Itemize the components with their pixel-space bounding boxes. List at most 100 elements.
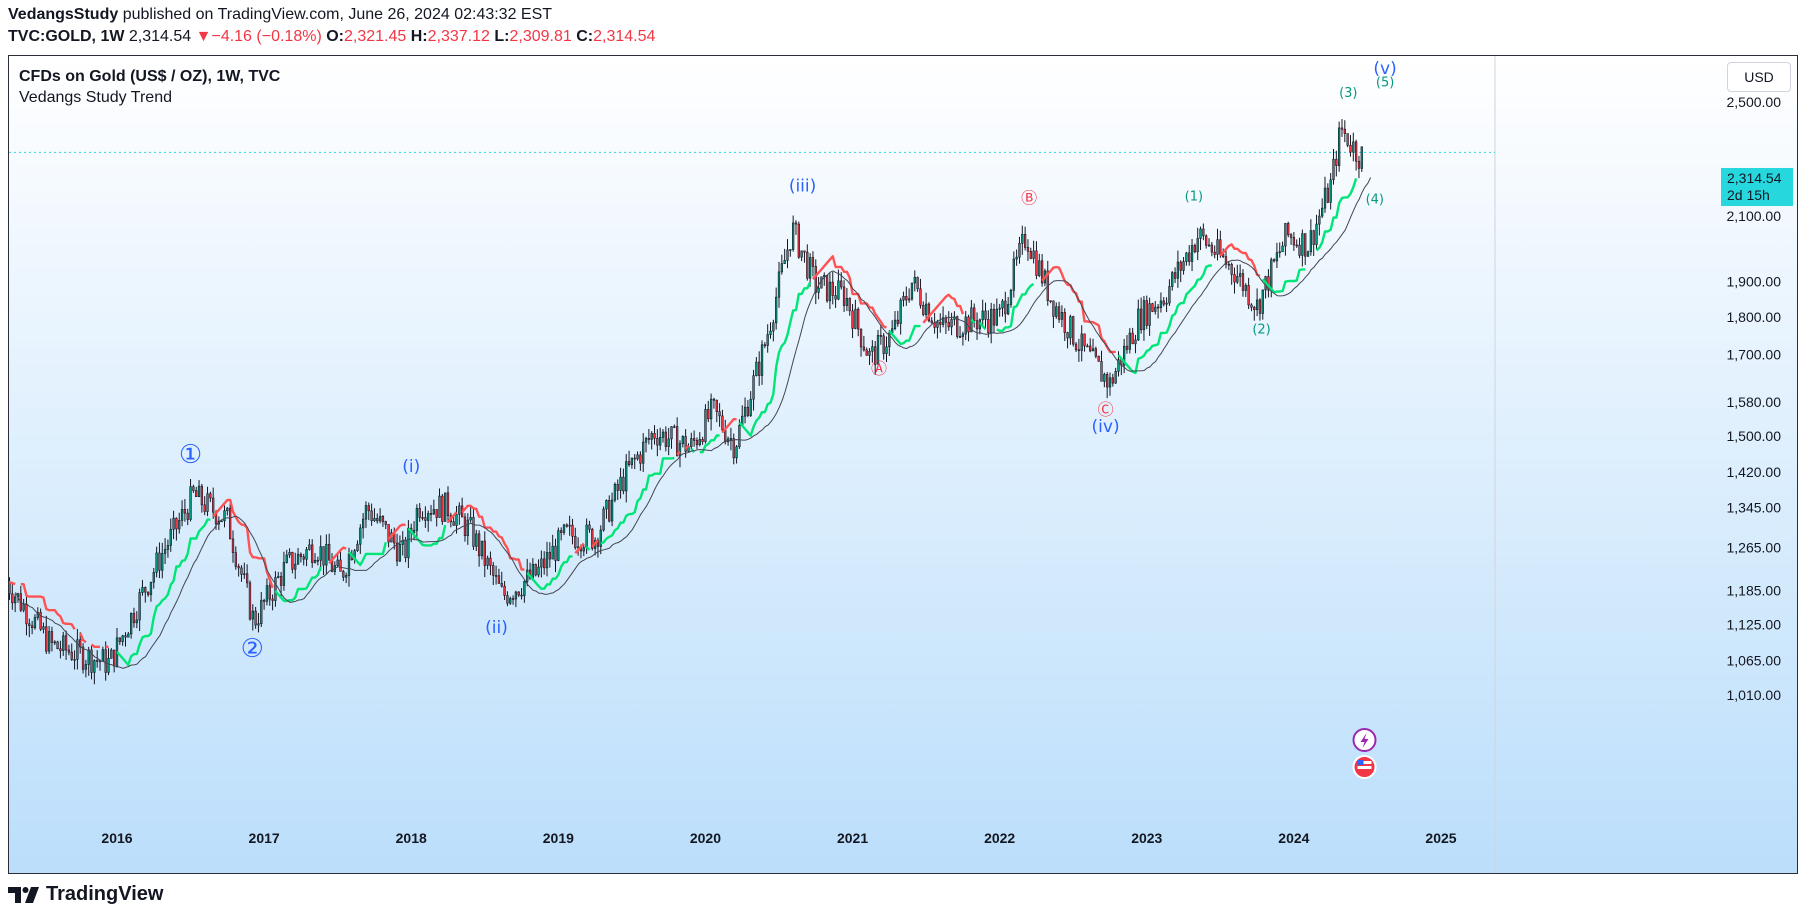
trend-down-line [1041, 265, 1116, 354]
y-tick-label: 1,420.00 [1727, 464, 1782, 480]
candle-body [361, 518, 365, 529]
candle-body [446, 492, 450, 516]
candle-body [831, 281, 834, 296]
candle-body [486, 557, 489, 566]
indicator-name[interactable]: Vedangs Study Trend [19, 89, 172, 106]
candle-body [1040, 260, 1044, 284]
candle-body [200, 485, 204, 506]
last-price-badge: 2,314.54 2d 15h [1721, 168, 1793, 206]
candle-body [33, 617, 37, 629]
candle-body [90, 649, 93, 673]
tradingview-logo[interactable]: TradingView [8, 883, 163, 906]
candle-body [902, 296, 905, 301]
candle-body [316, 559, 320, 562]
price-chart[interactable]: 1,010.00 1,065.00 1,125.00 1,185.00 1,265.00… [9, 56, 1797, 873]
candle-body [503, 585, 506, 596]
candle-body [178, 520, 181, 530]
candle-body [282, 562, 286, 586]
candle-body [732, 438, 735, 459]
candle-body [625, 461, 628, 492]
candle-body [231, 538, 235, 553]
candle-body [509, 598, 512, 604]
candle-body [378, 516, 382, 522]
candle-body [1023, 233, 1027, 248]
candle-body [243, 573, 246, 576]
candle-body [1298, 244, 1301, 256]
candle-body [234, 552, 237, 567]
candle-body [661, 431, 665, 438]
x-tick-label: 2018 [396, 830, 427, 846]
candle-body [1349, 144, 1352, 153]
candle-body [690, 438, 693, 447]
candle-body [582, 547, 585, 552]
y-tick-label: 1,580.00 [1727, 394, 1782, 410]
candle-body [1236, 276, 1239, 283]
candle-body [87, 649, 90, 665]
candle-body [1323, 187, 1327, 209]
candle-body [627, 461, 631, 465]
currency-button[interactable]: USD [1727, 62, 1791, 92]
candle-body [229, 507, 232, 540]
candle-body [308, 544, 311, 550]
chart-title[interactable]: CFDs on Gold (US$ / OZ), 1W, TVC [19, 68, 281, 85]
candle-body [466, 519, 469, 536]
candle-body [995, 308, 998, 326]
candle-body [1021, 233, 1024, 244]
candle-body [1182, 261, 1185, 271]
candle-body [11, 593, 14, 604]
candle-body [152, 572, 155, 583]
candle-body [1179, 261, 1182, 271]
candle-body [296, 553, 300, 565]
candle-body [1156, 306, 1160, 309]
candle-body [161, 553, 164, 571]
close-value: 2,314.54 [593, 28, 656, 45]
candle-body [772, 322, 775, 332]
candle-body [155, 552, 158, 573]
trend-up-line [600, 456, 675, 545]
candle-body [183, 509, 187, 514]
candle-body [1063, 312, 1066, 333]
candle-body [806, 251, 809, 279]
candle-body [195, 490, 198, 497]
candle-body [144, 587, 147, 593]
candle-body [1066, 332, 1069, 339]
candle-body [896, 319, 899, 324]
candle-body [387, 524, 390, 543]
candle-body [882, 335, 885, 354]
candle-body [1137, 308, 1140, 341]
candle-body [800, 250, 803, 258]
y-tick-label: 1,010.00 [1727, 687, 1782, 703]
candle-body [591, 528, 594, 549]
candle-body [1360, 146, 1363, 169]
wave-label: (1) [1185, 190, 1203, 205]
x-tick-label: 2022 [984, 830, 1015, 846]
candle-body [1151, 303, 1154, 312]
candle-body [808, 257, 812, 279]
candle-body [1278, 251, 1281, 254]
candle-body [879, 335, 882, 337]
chart-pane[interactable]: 1,010.00 1,065.00 1,125.00 1,185.00 1,265.00… [8, 55, 1798, 874]
y-tick-label: 1,700.00 [1727, 346, 1782, 362]
candle-body [444, 492, 447, 522]
candle-body [941, 317, 945, 325]
candle-body [240, 567, 243, 575]
candle-body [775, 296, 778, 324]
candle-body [1060, 312, 1064, 320]
candle-body [480, 540, 484, 557]
trend-up-line [1315, 178, 1358, 252]
candle-body [823, 275, 826, 278]
candle-body [828, 281, 832, 302]
candle-body [562, 524, 566, 533]
candle-body [899, 299, 902, 324]
candle-body [817, 287, 820, 293]
candle-body [1338, 127, 1341, 166]
candle-body [220, 520, 223, 523]
candle-body [146, 591, 150, 595]
candle-body [107, 658, 110, 673]
y-tick-label: 1,800.00 [1727, 309, 1782, 325]
candle-body [418, 508, 421, 518]
publisher-name[interactable]: VedangsStudy [8, 6, 119, 23]
candle-body [1001, 300, 1004, 309]
candle-body [936, 321, 939, 328]
candle-body [1176, 261, 1180, 279]
